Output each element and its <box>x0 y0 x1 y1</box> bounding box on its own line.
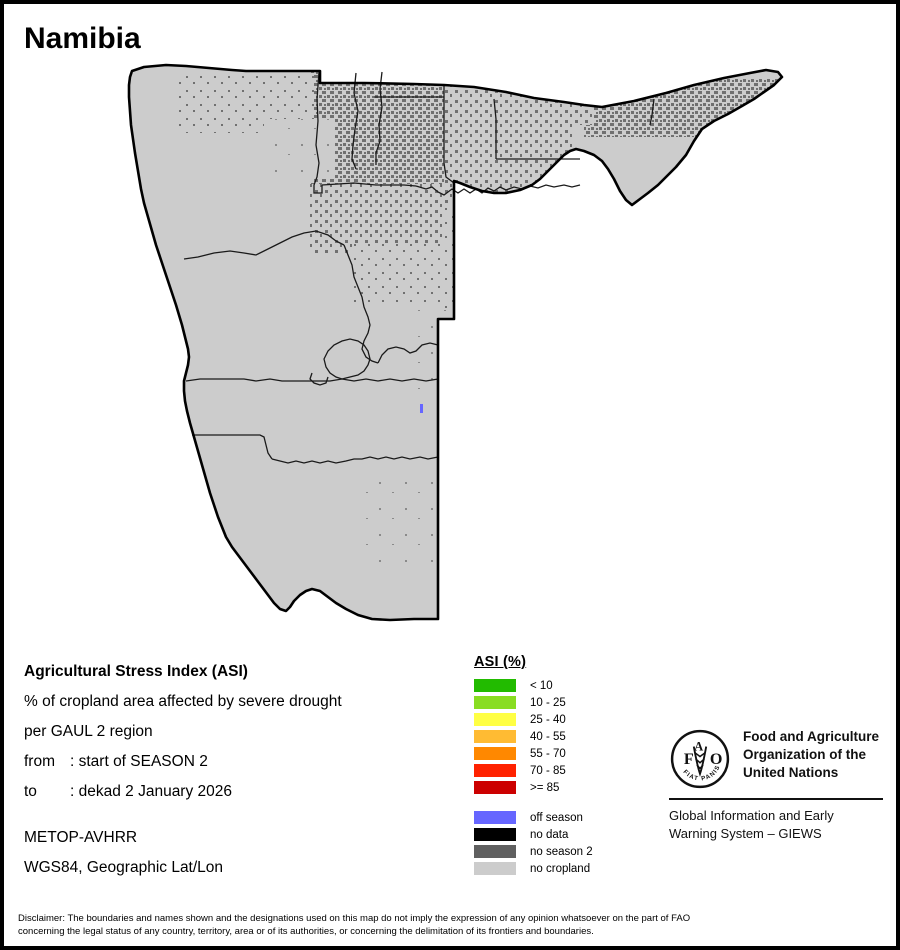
info-period-from: from : start of SEASON 2 <box>24 747 454 777</box>
fao-logo-icon: F A O FIAT PANIS <box>670 729 730 789</box>
svg-text:F: F <box>684 751 694 768</box>
map-canvas[interactable] <box>114 59 804 629</box>
legend-special-list: off season no data no season 2 no cropland <box>474 809 664 877</box>
giews-line-2: Warning System – GIEWS <box>669 826 822 841</box>
info-period-to: to : dekad 2 January 2026 <box>24 777 454 807</box>
region-east-no-season-2 <box>444 204 564 324</box>
region-omaheke-sparse <box>414 309 544 399</box>
from-key: from <box>24 753 55 770</box>
legend-class-row: 70 - 85 <box>474 762 664 779</box>
region-otjozondjupa-north-no-season-2 <box>354 244 474 304</box>
legend-class-swatch <box>474 764 516 777</box>
info-aggregation: per GAUL 2 region <box>24 723 153 740</box>
svg-text:A: A <box>694 739 703 753</box>
legend-special-row: no season 2 <box>474 843 664 860</box>
map-info-block: Agricultural Stress Index (ASI) % of cro… <box>24 657 454 883</box>
fao-name-line-1: Food and Agriculture <box>743 729 879 744</box>
legend-class-swatch <box>474 781 516 794</box>
legend-gap <box>474 796 664 809</box>
info-subtitle: % of cropland area affected by severe dr… <box>24 693 342 710</box>
legend-class-label: 40 - 55 <box>530 730 566 743</box>
legend-special-row: no data <box>474 826 664 843</box>
fao-name-line-2: Organization of the <box>743 747 866 762</box>
namibia-map-svg[interactable] <box>114 59 804 629</box>
legend-class-row: 25 - 40 <box>474 711 664 728</box>
legend-class-row: 10 - 25 <box>474 694 664 711</box>
map-region-fills <box>129 65 782 620</box>
svg-text:O: O <box>710 751 723 768</box>
fao-name-line-3: United Nations <box>743 765 839 780</box>
page-title: Namibia <box>24 22 141 55</box>
disclaimer: Disclaimer: The boundaries and names sho… <box>18 912 888 938</box>
info-heading: Agricultural Stress Index (ASI) <box>24 663 248 680</box>
legend-special-swatch <box>474 828 516 841</box>
region-oshikoto-south-no-season-2 <box>310 184 500 254</box>
legend-class-row: >= 85 <box>474 779 664 796</box>
info-sensor: METOP-AVHRR <box>24 829 138 846</box>
disclaimer-line-2: concerning the legal status of any count… <box>18 926 594 937</box>
legend-class-label: >= 85 <box>530 781 560 794</box>
legend-special-row: no cropland <box>474 860 664 877</box>
legend-class-swatch <box>474 696 516 709</box>
legend-class-swatch <box>474 730 516 743</box>
region-north-central-no-season-2 <box>310 71 460 191</box>
legend-special-label: off season <box>530 811 583 824</box>
legend-title: ASI (%) <box>474 654 527 670</box>
fao-logo-row: F A O FIAT PANIS Food and Agriculture Or… <box>669 728 889 790</box>
to-value: : dekad 2 January 2026 <box>70 783 233 800</box>
giews-line-1: Global Information and Early <box>669 808 834 823</box>
region-karas-sparse <box>364 479 464 569</box>
legend-class-label: 55 - 70 <box>530 747 566 760</box>
giews-name: Global Information and Early Warning Sys… <box>669 807 889 843</box>
legend: ASI (%) < 10 10 - 25 25 - 40 40 - 55 55 - 70… <box>474 654 664 877</box>
legend-class-row: < 10 <box>474 677 664 694</box>
legend-special-label: no season 2 <box>530 845 593 858</box>
legend-class-label: 25 - 40 <box>530 713 566 726</box>
info-projection: WGS84, Geographic Lat/Lon <box>24 859 224 876</box>
legend-class-row: 55 - 70 <box>474 745 664 762</box>
region-kunene-no-season-2 <box>264 119 334 179</box>
admin-boundaries <box>183 71 655 464</box>
legend-class-label: 70 - 85 <box>530 764 566 777</box>
legend-class-label: < 10 <box>530 679 553 692</box>
off-season-pixel <box>420 404 423 413</box>
legend-class-row: 40 - 55 <box>474 728 664 745</box>
fao-divider <box>669 798 883 800</box>
legend-special-swatch <box>474 811 516 824</box>
legend-class-list: < 10 10 - 25 25 - 40 40 - 55 55 - 70 70 - 85 >… <box>474 677 664 796</box>
legend-special-label: no cropland <box>530 862 591 875</box>
to-key: to <box>24 783 37 800</box>
from-value: : start of SEASON 2 <box>70 753 208 770</box>
legend-class-swatch <box>474 747 516 760</box>
fao-branding: F A O FIAT PANIS Food and Agriculture Or… <box>669 728 889 843</box>
legend-special-swatch <box>474 862 516 875</box>
legend-special-swatch <box>474 845 516 858</box>
fao-organization-name: Food and Agriculture Organization of the… <box>743 728 879 782</box>
legend-class-label: 10 - 25 <box>530 696 566 709</box>
info-spacer <box>24 807 454 823</box>
legend-special-row: off season <box>474 809 664 826</box>
legend-class-swatch <box>474 679 516 692</box>
disclaimer-line-1: Disclaimer: The boundaries and names sho… <box>18 913 691 924</box>
legend-special-label: no data <box>530 828 569 841</box>
country-outline-namibia <box>127 63 784 622</box>
legend-class-swatch <box>474 713 516 726</box>
